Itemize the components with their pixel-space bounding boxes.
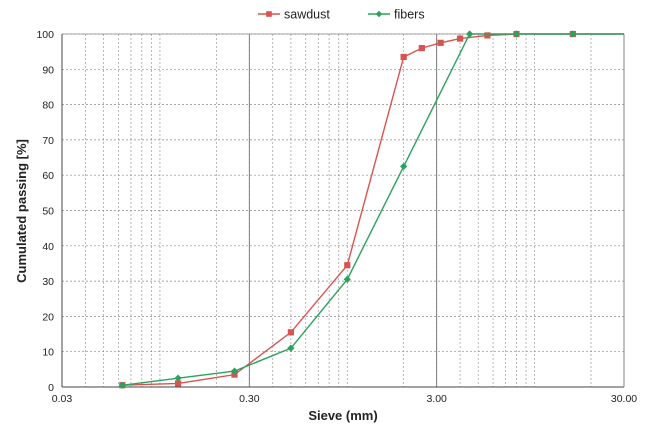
series-line-sawdust <box>122 34 624 385</box>
x-tick-label: 3.00 <box>426 393 447 405</box>
data-point-sawdust <box>401 54 407 60</box>
data-point-sawdust <box>288 329 294 335</box>
data-point-fibers <box>466 31 472 37</box>
legend: sawdust fibers <box>258 8 425 22</box>
x-axis-label: Sieve (mm) <box>308 408 377 423</box>
series-line-fibers <box>122 34 624 385</box>
legend-marker-fibers <box>376 11 382 17</box>
data-point-sawdust <box>419 45 425 51</box>
data-series <box>119 31 624 389</box>
data-point-sawdust <box>438 40 444 46</box>
y-tick-label: 80 <box>42 100 54 112</box>
y-axis-label: Cumulated passing [%] <box>14 139 29 283</box>
y-tick-label: 70 <box>42 135 54 147</box>
x-tick-label: 0.30 <box>239 393 260 405</box>
x-tick-label: 0.03 <box>52 393 73 405</box>
data-point-sawdust <box>457 36 463 42</box>
legend-label-fibers: fibers <box>394 8 425 22</box>
x-tick-label: 30.00 <box>611 393 637 405</box>
y-tick-label: 30 <box>42 276 54 288</box>
y-tick-label: 90 <box>42 64 54 76</box>
data-point-sawdust <box>344 262 350 268</box>
y-tick-label: 60 <box>42 170 54 182</box>
data-point-fibers <box>400 163 406 169</box>
y-tick-label: 50 <box>42 206 54 218</box>
grid-lines <box>62 34 624 387</box>
y-tick-label: 40 <box>42 241 54 253</box>
legend-marker-sawdust <box>266 11 272 17</box>
y-tick-label: 10 <box>42 347 54 359</box>
legend-label-sawdust: sawdust <box>284 8 330 22</box>
y-tick-label: 20 <box>42 311 54 323</box>
y-tick-label: 100 <box>36 29 54 41</box>
